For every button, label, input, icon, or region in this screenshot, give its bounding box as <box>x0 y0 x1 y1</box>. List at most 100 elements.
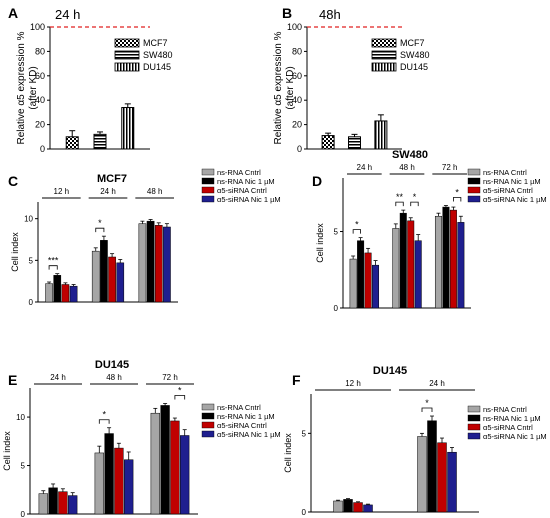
bar-f <box>343 499 353 513</box>
significance-label-d: * <box>455 188 459 198</box>
significance-label-d: * <box>355 220 359 230</box>
panel-title-d: SW480 <box>392 149 428 161</box>
group-label-f: 24 h <box>429 379 445 388</box>
panel-title-a: 24 h <box>55 7 80 22</box>
y-tick-label-b: 20 <box>292 120 302 130</box>
legend-swatch-d <box>467 195 481 203</box>
group-label-e: 48 h <box>106 373 122 382</box>
legend-label-d: ns-RNA Nic 1 µM <box>483 177 541 186</box>
y-tick-label-a: 80 <box>35 46 45 56</box>
panel-letter-b: B <box>282 5 292 21</box>
y-tick-label-d: 5 <box>334 228 339 237</box>
legend-swatch-d <box>467 186 481 194</box>
bar-c <box>116 262 125 303</box>
bar-e <box>38 493 48 515</box>
legend-swatch-f <box>467 414 481 422</box>
bar-c <box>69 285 78 303</box>
legend-label-f: ns-RNA Cntrl <box>483 405 527 414</box>
group-label-e: 24 h <box>50 373 66 382</box>
legend-label-d: ns-RNA Cntrl <box>483 168 527 177</box>
group-label-d: 72 h <box>442 163 458 172</box>
legend-label-d: α5-siRNA Cntrl <box>483 186 533 195</box>
bar-d <box>434 215 442 309</box>
legend-label-a: DU145 <box>143 62 171 72</box>
bar-e <box>160 405 170 515</box>
y-axis-label-f: Cell index <box>283 433 293 473</box>
y-axis-label-a: (after KD) <box>28 66 39 109</box>
legend-label-f: α5-siRNA Nic 1 µM <box>483 432 547 441</box>
bar-e <box>68 495 78 515</box>
y-axis-label-b: (after KD) <box>285 66 296 109</box>
bar-c <box>100 240 108 303</box>
panel-letter-f: F <box>292 372 301 388</box>
bar-e <box>150 412 160 515</box>
bar-e <box>58 491 68 515</box>
panel-title-f: DU145 <box>373 365 407 377</box>
significance-label-f: * <box>425 398 429 408</box>
significance-label-d: ** <box>396 192 404 202</box>
legend-swatch-e <box>201 403 215 411</box>
bar-e <box>170 420 180 515</box>
legend-swatch-e <box>201 430 215 438</box>
legend-label-a: MCF7 <box>143 38 168 48</box>
legend-swatch-b <box>371 62 397 72</box>
legend-label-b: DU145 <box>400 62 428 72</box>
bar-d <box>414 240 422 309</box>
bar-d <box>364 252 372 309</box>
bar-c <box>163 226 171 303</box>
significance-bracket-d <box>352 229 362 234</box>
bar-f <box>353 502 363 513</box>
bar-f <box>363 504 373 513</box>
legend-label-e: α5-siRNA Cntrl <box>217 421 267 430</box>
bar-e <box>180 435 190 515</box>
legend-label-b: SW480 <box>400 50 430 60</box>
y-tick-label-c: 5 <box>29 256 34 265</box>
bar-c <box>91 250 100 303</box>
bar-f <box>437 442 447 513</box>
legend-swatch-e <box>201 412 215 420</box>
y-axis-label-b: Relative α5 expression % <box>273 31 284 144</box>
legend-swatch-b <box>371 38 397 48</box>
bar-f <box>427 420 437 513</box>
y-axis-label-e: Cell index <box>2 431 12 471</box>
y-axis-label-a: Relative α5 expression % <box>16 31 27 144</box>
legend-label-e: ns-RNA Cntrl <box>217 403 261 412</box>
significance-bracket-d <box>452 197 462 202</box>
bar-d <box>392 228 400 309</box>
legend-swatch-b <box>371 50 397 60</box>
legend-swatch-c <box>201 168 215 176</box>
bar-c <box>45 283 53 303</box>
y-tick-label-a: 20 <box>35 120 45 130</box>
significance-bracket-d <box>395 201 404 207</box>
group-label-c: 24 h <box>100 187 116 196</box>
legend-label-e: α5-siRNA Nic 1 µM <box>217 430 281 439</box>
bar-b-mcf7 <box>321 135 335 150</box>
legend-swatch-d <box>467 177 481 185</box>
legend-label-c: α5-siRNA Nic 1 µM <box>217 195 281 204</box>
legend-swatch-a <box>114 38 140 48</box>
y-tick-label-b: 100 <box>287 22 302 32</box>
group-label-c: 12 h <box>54 187 70 196</box>
significance-bracket-f <box>421 407 433 413</box>
significance-bracket-d <box>410 201 419 207</box>
significance-bracket-c <box>95 227 105 233</box>
y-tick-label-a: 60 <box>35 71 45 81</box>
bar-d <box>407 220 415 309</box>
legend-label-f: α5-siRNA Cntrl <box>483 423 533 432</box>
bar-f <box>447 451 457 513</box>
bar-d <box>357 240 365 309</box>
bar-e <box>114 447 124 515</box>
y-tick-label-b: 80 <box>292 46 302 56</box>
panel-title-e: DU145 <box>95 359 129 371</box>
bar-c <box>154 225 163 303</box>
y-tick-label-c: 10 <box>24 215 33 224</box>
significance-bracket-c <box>48 265 58 270</box>
bar-a-sw480 <box>93 133 107 150</box>
panel-title-c: MCF7 <box>97 173 127 185</box>
bar-f <box>333 500 343 513</box>
bar-f <box>417 436 427 513</box>
bar-d <box>449 209 457 309</box>
bar-b-sw480 <box>348 136 361 150</box>
bar-c <box>146 220 155 303</box>
